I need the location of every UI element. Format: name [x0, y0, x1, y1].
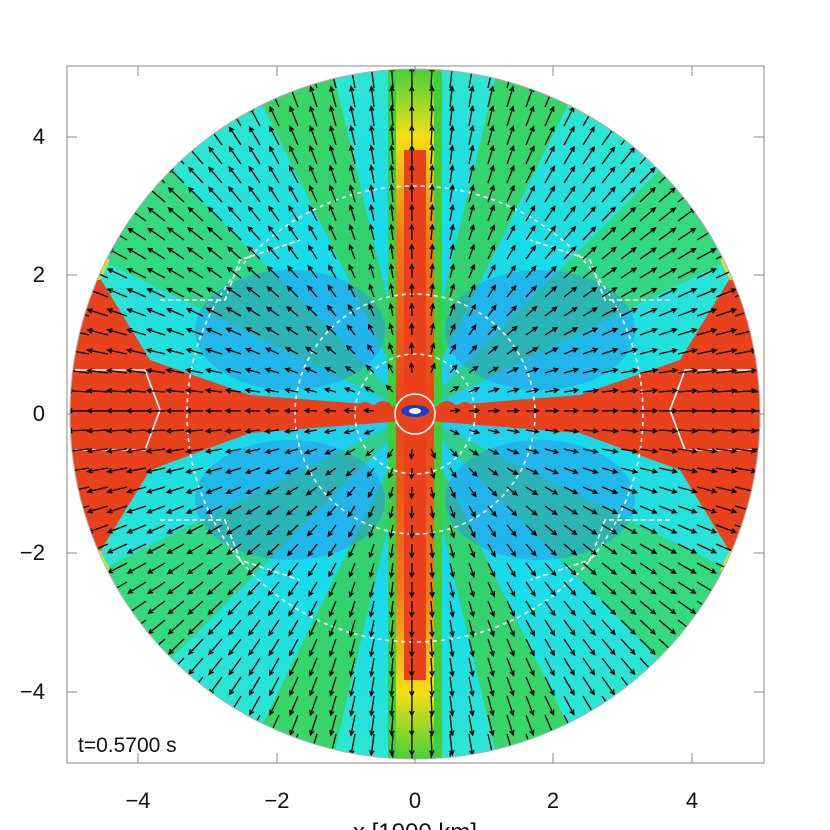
- density-map: [70, 69, 760, 759]
- x-tick-label: −2: [264, 788, 289, 813]
- y-tick-label: 2: [33, 262, 45, 287]
- x-tick-label: 2: [547, 788, 559, 813]
- y-tick-label: 0: [33, 401, 45, 426]
- time-stamp: t=0.5700 s: [78, 734, 177, 757]
- y-tick-label: −2: [20, 540, 45, 565]
- x-tick-label: 0: [409, 788, 421, 813]
- x-tick-label: 4: [686, 788, 698, 813]
- tick-marks: [67, 66, 764, 763]
- contour-lines: [75, 185, 755, 643]
- y-tick-label: 4: [33, 124, 45, 149]
- x-tick-label: −4: [125, 788, 150, 813]
- y-tick-label: −4: [20, 679, 45, 704]
- x-axis-label: x [1000 km]: [353, 819, 477, 830]
